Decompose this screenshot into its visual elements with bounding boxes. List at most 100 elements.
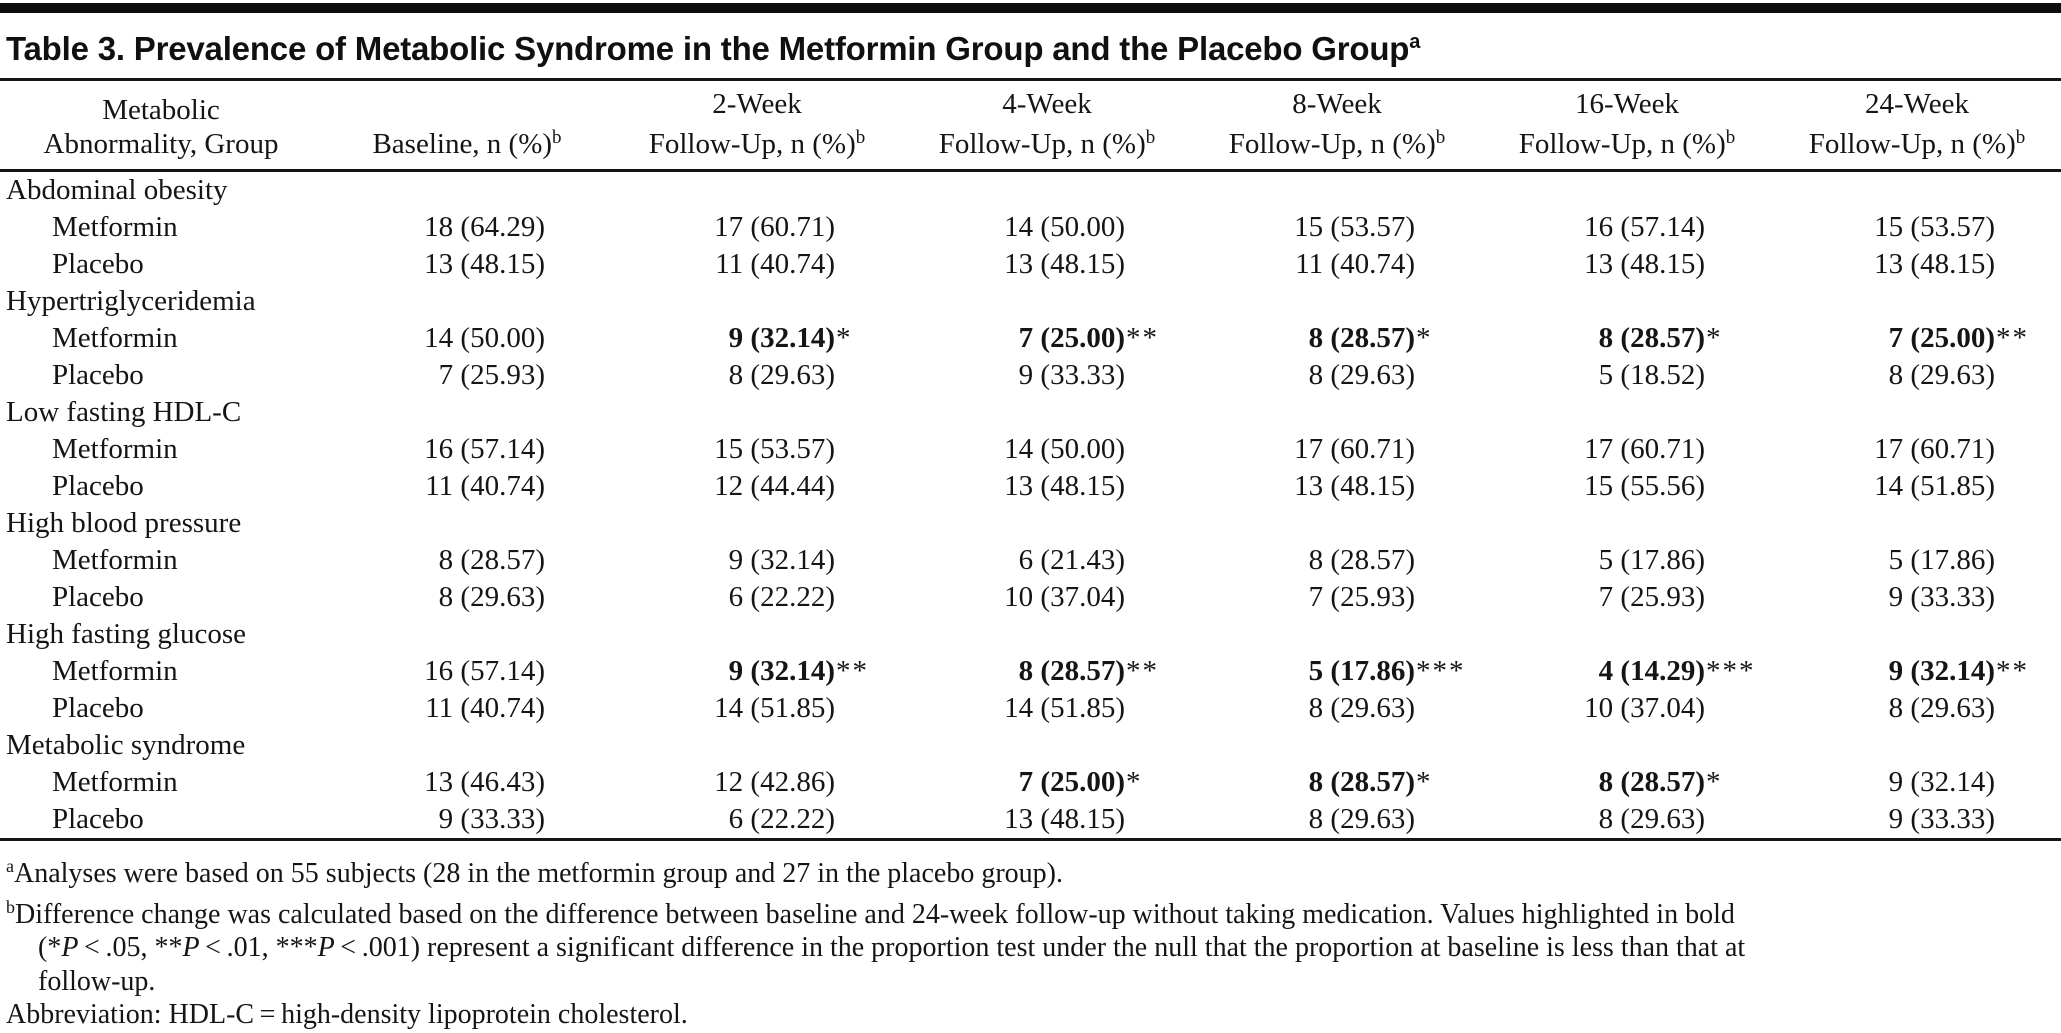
value-text: 8 (29.63) <box>438 581 545 613</box>
value-cell: 11 (40.74) <box>1192 246 1482 283</box>
value-text: 8 (29.63) <box>1888 359 1995 391</box>
value-text: 17 (60.71) <box>1874 433 1995 465</box>
table-header: Metabolic Abnormality, Group Baseline, n… <box>0 81 2061 172</box>
value-cell: 13 (48.15) <box>902 246 1192 283</box>
value-cell: 8 (29.63) <box>1192 357 1482 394</box>
value-text: 5 (17.86) <box>1888 544 1995 576</box>
footnote-marker: b <box>1435 127 1446 148</box>
column-header-line2: Follow-Up, n (%)b <box>1228 127 1446 160</box>
footnote-marker: b <box>2015 127 2026 148</box>
value-text: 11 (40.74) <box>425 470 545 502</box>
value-text: 13 (48.15) <box>424 248 545 280</box>
value-box: 12 (44.44) <box>695 468 835 505</box>
value-cell: 15 (53.57) <box>612 431 902 468</box>
value-cell: 5 (17.86) *** <box>1192 653 1482 690</box>
value-box: 9 (33.33) <box>405 801 545 838</box>
significance-stars: *** <box>1706 655 1756 687</box>
footnote-marker: b <box>552 127 562 148</box>
value-cell: 13 (48.15) <box>322 246 612 283</box>
section-label: High blood pressure <box>6 507 242 539</box>
value-box: 14 (50.00) <box>985 431 1125 468</box>
value-box: 8 (28.57) <box>1275 542 1415 579</box>
footnote-marker: b <box>1725 127 1736 148</box>
section-row: Abdominal obesity <box>0 171 2061 210</box>
value-cell: 13 (46.43) <box>322 764 612 801</box>
value-cell: 9 (32.14) ** <box>612 653 902 690</box>
value-text: 14 (50.00) <box>424 322 545 354</box>
value-cell: 7 (25.93) <box>1192 579 1482 616</box>
value-cell: 8 (29.63) <box>1772 690 2061 727</box>
value-text: 13 (48.15) <box>1004 248 1125 280</box>
value-text: 15 (55.56) <box>1584 470 1705 502</box>
value-box: 14 (51.85) <box>985 690 1125 727</box>
column-header-line1: 8-Week <box>1292 88 1382 120</box>
value-box: 8 (28.57) ** <box>985 653 1157 690</box>
value-box: 13 (48.15) <box>405 246 545 283</box>
table-row: Placebo 9 (33.33) 6 (22.22) 13 (48.15) 8 (29… <box>0 801 2061 841</box>
table-body: Abdominal obesity Metformin 18 (64.29) 17 (… <box>0 171 2061 841</box>
value-box: 11 (40.74) <box>405 468 545 505</box>
value-cell: 13 (48.15) <box>1482 246 1772 283</box>
value-cell: 17 (60.71) <box>1772 431 2061 468</box>
footnote-b-marker: b <box>6 896 15 917</box>
value-box: 8 (29.63) <box>1275 357 1415 394</box>
value-box: 8 (29.63) <box>695 357 835 394</box>
value-text: 17 (60.71) <box>714 211 835 243</box>
value-cell: 14 (50.00) <box>902 209 1192 246</box>
value-box: 17 (60.71) <box>1855 431 1995 468</box>
value-text: 4 (14.29) <box>1598 655 1705 687</box>
value-cell: 12 (44.44) <box>612 468 902 505</box>
value-box: 9 (32.14) ** <box>1855 653 2027 690</box>
value-text: 13 (46.43) <box>424 766 545 798</box>
group-label: Placebo <box>52 470 144 502</box>
group-label: Metformin <box>52 211 178 243</box>
column-header-line1: 4-Week <box>1002 88 1092 120</box>
value-cell: 18 (64.29) <box>322 209 612 246</box>
table-row: Metformin 13 (46.43) 12 (42.86) 7 (25.00) * 8… <box>0 764 2061 801</box>
value-text: 9 (33.33) <box>1888 803 1995 835</box>
value-box: 7 (25.93) <box>405 357 545 394</box>
value-box: 14 (51.85) <box>1855 468 1995 505</box>
value-box: 13 (48.15) <box>985 246 1125 283</box>
value-cell: 9 (32.14) <box>612 542 902 579</box>
value-text: 11 (40.74) <box>715 248 835 280</box>
value-text: 5 (17.86) <box>1308 655 1415 687</box>
value-box: 6 (21.43) <box>985 542 1125 579</box>
value-cell: 4 (14.29) *** <box>1482 653 1772 690</box>
value-cell: 11 (40.74) <box>612 246 902 283</box>
value-text: 14 (50.00) <box>1004 211 1125 243</box>
significance-stars: ** <box>1126 655 1159 687</box>
value-cell: 11 (40.74) <box>322 468 612 505</box>
value-box: 8 (28.57) <box>405 542 545 579</box>
group-label: Placebo <box>52 692 144 724</box>
value-box: 10 (37.04) <box>1565 690 1705 727</box>
column-header-line2: Follow-Up, n (%)b <box>938 127 1156 160</box>
significance-stars: ** <box>836 655 869 687</box>
value-cell: 9 (33.33) <box>1772 579 2061 616</box>
value-text: 8 (28.57) <box>1308 322 1415 354</box>
value-box: 4 (14.29) *** <box>1565 653 1754 690</box>
value-cell: 7 (25.93) <box>1482 579 1772 616</box>
value-text: 7 (25.93) <box>438 359 545 391</box>
value-text: 14 (50.00) <box>1004 433 1125 465</box>
table-row: Metformin 8 (28.57) 9 (32.14) 6 (21.43) 8 (2… <box>0 542 2061 579</box>
significance-stars: ** <box>1996 322 2029 354</box>
value-text: 8 (29.63) <box>1888 692 1995 724</box>
value-text: 16 (57.14) <box>424 655 545 687</box>
value-text: 12 (44.44) <box>714 470 835 502</box>
value-cell: 5 (17.86) <box>1772 542 2061 579</box>
value-text: 16 (57.14) <box>424 433 545 465</box>
value-box: 11 (40.74) <box>695 246 835 283</box>
column-header-line1: Metabolic <box>102 94 220 126</box>
value-cell: 8 (28.57) * <box>1192 764 1482 801</box>
value-box: 8 (29.63) <box>1565 801 1705 838</box>
group-label: Metformin <box>52 766 178 798</box>
value-text: 11 (40.74) <box>1295 248 1415 280</box>
value-text: 8 (29.63) <box>1598 803 1705 835</box>
value-cell: 9 (33.33) <box>902 357 1192 394</box>
value-text: 8 (28.57) <box>1018 655 1125 687</box>
value-text: 7 (25.00) <box>1888 322 1995 354</box>
value-text: 10 (37.04) <box>1004 581 1125 613</box>
value-cell: 14 (50.00) <box>322 320 612 357</box>
value-cell: 7 (25.00) ** <box>902 320 1192 357</box>
